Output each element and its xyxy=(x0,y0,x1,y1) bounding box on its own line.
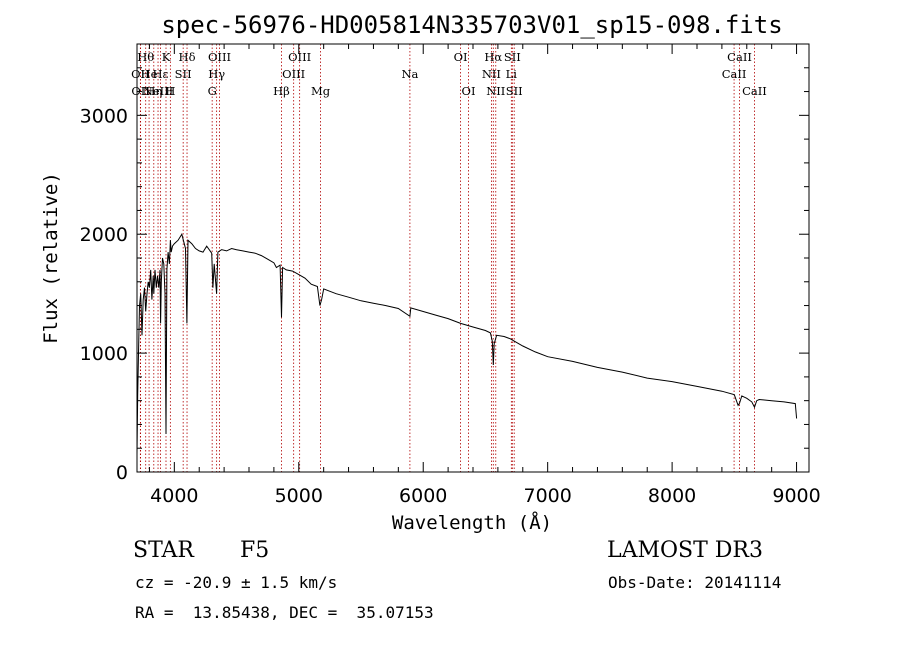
line-label-13: OIII xyxy=(208,50,231,64)
x-tick-label-7000: 7000 xyxy=(523,485,571,507)
survey-name: LAMOST DR3 xyxy=(607,538,763,563)
y-tick-label-1000: 1000 xyxy=(80,343,128,365)
object-class: STAR xyxy=(133,538,194,563)
line-label-20: OI xyxy=(462,84,476,98)
x-axis-ticks: 4000 5000 6000 7000 8000 9000 xyxy=(148,44,821,507)
x-tick-label-9000: 9000 xyxy=(772,485,820,507)
x-tick-label-4000: 4000 xyxy=(150,485,198,507)
x-axis-label: Wavelength (Å) xyxy=(392,511,552,534)
line-label-28: CaII xyxy=(727,50,752,64)
redshift-value: cz = -20.9 ± 1.5 km/s xyxy=(135,573,338,592)
spectral-subclass: F5 xyxy=(240,538,270,563)
line-label-26: SII xyxy=(506,84,523,98)
line-label-11: G xyxy=(208,84,217,98)
line-label-9: SII xyxy=(175,67,192,81)
line-label-1: OII xyxy=(131,84,150,98)
chart-title: spec-56976-HD005814N335703V01_sp15-098.f… xyxy=(161,11,782,39)
line-label-27: CaII xyxy=(722,67,747,81)
y-tick-label-3000: 3000 xyxy=(80,105,128,127)
x-tick-label-5000: 5000 xyxy=(275,485,323,507)
line-label-2: Hθ xyxy=(137,50,154,64)
line-label-6: Hε xyxy=(153,67,169,81)
line-label-25: SII xyxy=(504,50,521,64)
x-tick-label-8000: 8000 xyxy=(648,485,696,507)
line-label-5: NeIII xyxy=(143,84,174,98)
line-label-10: Hδ xyxy=(179,50,196,64)
emission-line-markers xyxy=(139,44,755,472)
line-label-22: Hα xyxy=(484,50,502,64)
x-tick-label-6000: 6000 xyxy=(399,485,447,507)
line-label-7: K xyxy=(162,50,171,64)
line-label-16: OIII xyxy=(288,50,311,64)
coordinates: RA = 13.85438, DEC = 35.07153 xyxy=(135,603,434,622)
line-label-15: OIII xyxy=(282,67,305,81)
emission-line-labels: OIIOIIHθHeHηNeIIIHεKHSIIHδGHγOIIIHβOIIIO… xyxy=(131,50,767,98)
plot-frame xyxy=(136,43,810,473)
line-label-3: He xyxy=(141,67,158,81)
line-label-24: Li xyxy=(506,67,518,81)
line-label-23: NII xyxy=(486,84,505,98)
line-label-4: Hη xyxy=(145,84,162,98)
line-label-18: Na xyxy=(401,67,418,81)
y-tick-label-0: 0 xyxy=(116,462,128,484)
y-axis-ticks: 0 1000 2000 3000 xyxy=(80,67,809,484)
line-label-19: OI xyxy=(454,50,468,64)
line-label-21: NII xyxy=(482,67,501,81)
line-label-29: CaII xyxy=(742,84,767,98)
line-label-14: Hβ xyxy=(273,84,290,98)
y-tick-label-2000: 2000 xyxy=(80,224,128,246)
line-label-8: H xyxy=(165,84,175,98)
line-label-12: Hγ xyxy=(208,67,225,81)
line-label-0: OII xyxy=(131,67,150,81)
y-axis-label: Flux (relative) xyxy=(40,172,62,344)
spectrum-line xyxy=(136,232,798,455)
line-label-17: Mg xyxy=(311,84,331,98)
observation-date: Obs-Date: 20141114 xyxy=(608,573,782,592)
